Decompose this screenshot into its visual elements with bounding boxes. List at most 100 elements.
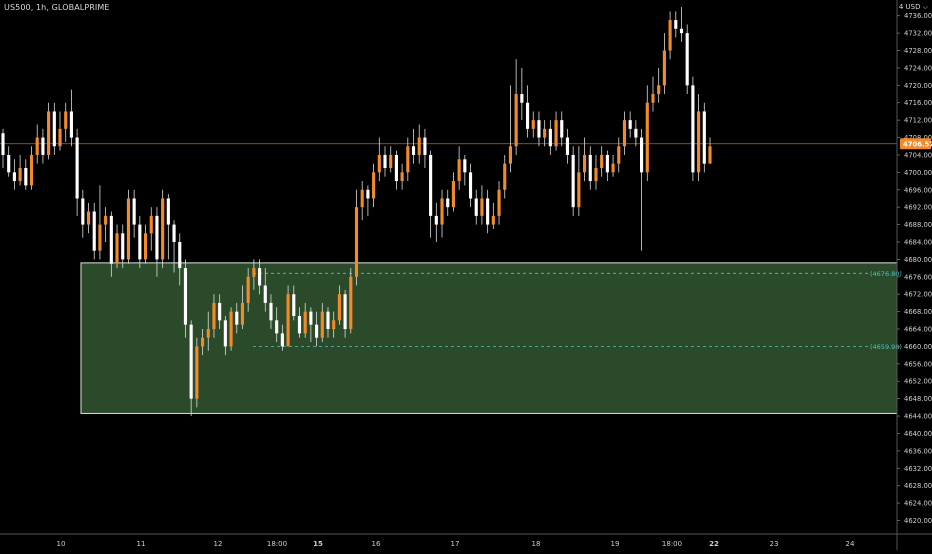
candle <box>246 268 250 312</box>
candle <box>377 137 381 182</box>
candle-body <box>560 120 564 138</box>
candle-body <box>565 137 570 155</box>
candle-body <box>246 276 250 303</box>
candle-body <box>121 233 125 260</box>
candle-body <box>143 233 148 260</box>
y-tick-label: 4720.00 <box>904 82 932 90</box>
candle-body <box>554 120 558 147</box>
candle-body <box>702 111 706 164</box>
candle <box>92 202 96 260</box>
candle <box>178 233 182 286</box>
candle <box>554 111 558 151</box>
candle <box>252 259 256 290</box>
candle <box>702 102 706 173</box>
candle <box>514 59 518 155</box>
candle <box>503 154 507 199</box>
currency-label[interactable]: 4 USD ⌵ <box>898 3 928 11</box>
candle <box>132 189 136 238</box>
candle-body <box>383 154 387 169</box>
candle-body <box>440 198 444 225</box>
candle <box>121 224 125 269</box>
candle <box>411 128 416 164</box>
candle-body <box>18 168 22 182</box>
candle <box>491 202 495 229</box>
candle-body <box>366 189 370 199</box>
y-tick-label: 4680.00 <box>904 256 932 264</box>
candle-body <box>104 215 108 225</box>
candle-body <box>577 172 581 208</box>
y-tick-label: 4716.00 <box>904 99 932 107</box>
candle <box>691 76 695 182</box>
y-tick-label: 4636.00 <box>904 447 932 455</box>
candle-body <box>531 120 535 129</box>
candle-body <box>275 320 279 334</box>
candle <box>155 207 159 277</box>
candle <box>582 137 587 182</box>
candle <box>708 137 712 164</box>
candle <box>668 11 672 60</box>
y-tick-label: 4644.00 <box>904 413 932 421</box>
candle-body <box>628 120 632 129</box>
candle <box>429 150 433 238</box>
x-tick-label: 12 <box>214 540 223 548</box>
candle <box>366 185 370 216</box>
candle <box>258 259 262 295</box>
candle-body <box>183 268 188 325</box>
candle-body <box>474 198 478 216</box>
candle-body <box>337 294 341 321</box>
candle <box>406 137 410 182</box>
candle <box>161 189 165 269</box>
candle-body <box>92 211 96 251</box>
candle <box>662 33 666 95</box>
candle-body <box>451 181 455 208</box>
candle-body <box>218 302 222 321</box>
candle-body <box>12 172 16 182</box>
x-tick-label: 22 <box>709 540 719 548</box>
candle <box>617 137 621 173</box>
candle-body <box>617 146 621 164</box>
candle <box>35 124 39 164</box>
candle-body <box>326 311 330 330</box>
candle <box>286 285 290 347</box>
candle <box>697 94 701 182</box>
candle <box>651 76 655 112</box>
candle-body <box>480 198 484 216</box>
candle <box>525 85 530 138</box>
candle <box>183 259 188 338</box>
candle-body <box>86 211 91 225</box>
candle <box>143 224 148 264</box>
candle <box>18 154 22 186</box>
candle-body <box>691 85 695 173</box>
candle-body <box>212 302 216 330</box>
candle-body <box>235 311 239 325</box>
candle <box>1 128 5 169</box>
candle-body <box>406 146 410 173</box>
symbol-label: US500, 1h, GLOBALPRIME <box>4 3 110 12</box>
candle <box>400 163 404 190</box>
y-tick-label: 4620.00 <box>904 517 932 525</box>
candle-body <box>349 276 353 330</box>
candle <box>383 146 387 177</box>
candle-body <box>411 146 416 155</box>
candle <box>315 311 319 347</box>
candle <box>389 146 393 173</box>
candle-body <box>58 128 62 147</box>
x-tick-label: 15 <box>313 540 323 548</box>
x-tick-label: 24 <box>846 540 855 548</box>
candle <box>440 189 444 238</box>
candle-body <box>543 128 547 138</box>
candle <box>594 154 598 190</box>
candle <box>47 102 51 160</box>
y-tick-label: 4684.00 <box>904 238 932 246</box>
candle <box>172 220 176 273</box>
candle-body <box>497 189 501 216</box>
candle-body <box>166 198 170 225</box>
candle <box>292 285 296 321</box>
x-tick-label: 23 <box>770 540 779 548</box>
candle-body <box>320 311 324 338</box>
candle <box>468 163 473 208</box>
candle <box>611 154 615 177</box>
